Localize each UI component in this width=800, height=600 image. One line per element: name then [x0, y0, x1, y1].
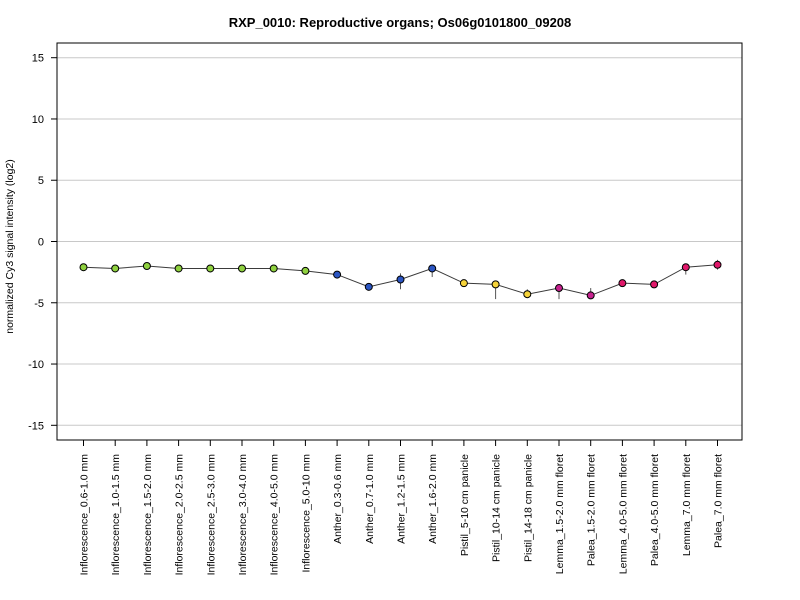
x-tick-label: Lemma_7.0 mm floret: [681, 454, 693, 556]
data-point: [333, 270, 342, 279]
data-point: [618, 279, 627, 288]
y-tick-label: -5: [34, 298, 44, 310]
x-tick-label: Pistil_10-14 cm panicle: [491, 454, 503, 562]
x-tick-label: Pistil_14-18 cm panicle: [522, 454, 534, 562]
y-axis: 15 10 5 0 -5 -10 -15: [28, 53, 57, 432]
y-tick-label: 0: [38, 237, 44, 249]
x-tick-label: Anther_0.7-1.0 mm: [364, 454, 376, 544]
x-tick-label: Inflorescence_5.0-10 mm: [300, 454, 312, 573]
y-axis-label: normalized Cy3 signal intensity (log2): [4, 159, 16, 334]
y-tick-label: 15: [32, 53, 44, 65]
data-point: [396, 275, 405, 284]
x-tick-label: Anther_1.2-1.5 mm: [396, 454, 408, 544]
x-tick-label: Inflorescence_1.5-2.0 mm: [142, 454, 154, 576]
data-point: [142, 262, 151, 271]
chart-title: RXP_0010: Reproductive organs; Os06g0101…: [229, 15, 572, 30]
data-point: [301, 266, 310, 275]
x-tick-label: Inflorescence_1.0-1.5 mm: [110, 454, 122, 576]
data-point: [111, 264, 120, 273]
y-tick-label: -15: [28, 420, 44, 432]
grid-lines: [57, 57, 742, 426]
plot-frame: [56, 42, 743, 441]
x-tick-label: Inflorescence_2.5-3.0 mm: [205, 454, 217, 576]
data-point: [523, 290, 532, 299]
data-point: [174, 264, 183, 273]
data-point: [681, 263, 690, 272]
data-point: [428, 264, 437, 273]
data-point: [459, 279, 468, 288]
x-tick-label: Pistil_5-10 cm panicle: [459, 454, 471, 556]
x-tick-label: Inflorescence_3.0-4.0 mm: [237, 454, 249, 576]
x-tick-label: Inflorescence_0.6-1.0 mm: [79, 454, 91, 576]
data-point: [79, 263, 88, 272]
data-point: [364, 282, 373, 291]
y-tick-label: 10: [32, 114, 44, 126]
x-tick-label: Anther_0.3-0.6 mm: [332, 454, 344, 544]
x-tick-label: Lemma_1.5-2.0 mm floret: [554, 454, 566, 574]
x-tick-label: Palea_1.5-2.0 mm floret: [586, 454, 598, 566]
data-point: [206, 264, 215, 273]
data-point: [269, 264, 278, 273]
x-tick-label: Inflorescence_2.0-2.5 mm: [174, 454, 186, 576]
data-series: [79, 259, 722, 300]
data-point: [650, 280, 659, 289]
data-point: [491, 280, 500, 289]
y-tick-label: 5: [38, 175, 44, 187]
x-axis: Inflorescence_0.6-1.0 mm Inflorescence_1.…: [79, 440, 725, 575]
data-point: [586, 291, 595, 300]
data-point: [238, 264, 246, 273]
x-tick-label: Palea_4.0-5.0 mm floret: [649, 454, 661, 566]
y-tick-label: -10: [28, 359, 44, 371]
x-tick-label: Palea_7.0 mm floret: [713, 454, 725, 548]
x-tick-label: Inflorescence_4.0-5.0 mm: [269, 454, 281, 576]
x-tick-label: Lemma_4.0-5.0 mm floret: [617, 454, 629, 574]
data-point: [713, 260, 722, 269]
data-point: [555, 284, 563, 293]
x-tick-label: Anther_1.6-2.0 mm: [427, 454, 439, 544]
